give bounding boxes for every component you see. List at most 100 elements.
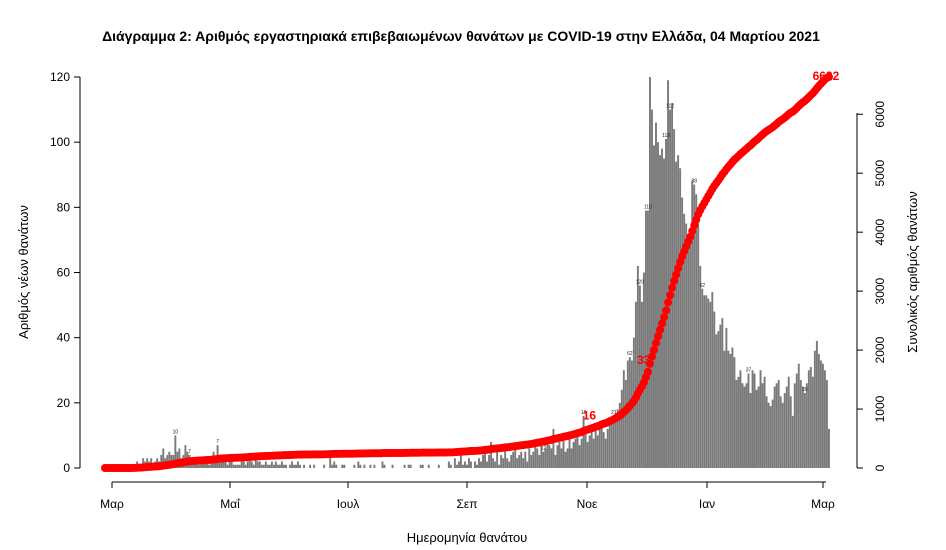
daily-bar xyxy=(208,464,211,468)
daily-bar xyxy=(309,464,312,468)
daily-bar xyxy=(566,448,569,468)
cumulative-point xyxy=(650,345,659,354)
daily-bar xyxy=(463,461,466,468)
daily-bar xyxy=(534,445,537,468)
daily-bar xyxy=(729,353,732,468)
daily-bar xyxy=(731,347,734,468)
daily-bar xyxy=(480,461,482,468)
right-tick-label: 3000 xyxy=(873,277,887,304)
daily-bar xyxy=(825,380,828,468)
daily-bar xyxy=(494,461,497,468)
daily-bar xyxy=(461,464,464,468)
daily-bar xyxy=(453,458,456,468)
daily-bar xyxy=(244,464,247,468)
daily-bar xyxy=(695,194,698,469)
daily-bar xyxy=(600,422,603,468)
daily-bar xyxy=(741,383,744,468)
daily-bar xyxy=(715,334,718,468)
daily-bar xyxy=(270,461,273,468)
daily-bar xyxy=(544,448,547,468)
daily-bar xyxy=(777,380,780,468)
cumulative-point xyxy=(652,338,661,347)
bar-value-label: 112 xyxy=(666,104,674,110)
daily-bar xyxy=(755,389,758,468)
daily-bar xyxy=(266,464,269,468)
daily-bar xyxy=(735,380,738,468)
daily-bar xyxy=(341,464,344,468)
daily-bar xyxy=(759,370,762,468)
daily-bar xyxy=(757,386,760,468)
daily-bar xyxy=(468,458,470,468)
daily-bar xyxy=(705,295,708,468)
daily-bar xyxy=(284,464,287,468)
cumulative-point xyxy=(672,270,681,279)
right-tick-label: 5000 xyxy=(873,160,887,187)
daily-bar xyxy=(514,448,517,468)
bar-value-label: 88 xyxy=(691,179,697,185)
daily-bar xyxy=(329,458,332,468)
daily-bar xyxy=(486,461,489,468)
daily-bar xyxy=(719,324,722,468)
daily-bar xyxy=(787,376,790,468)
daily-bar xyxy=(262,464,265,468)
daily-bar xyxy=(299,464,301,468)
daily-bar xyxy=(506,458,509,468)
daily-bar xyxy=(568,435,571,468)
daily-bar xyxy=(815,340,818,468)
daily-bar xyxy=(570,448,573,468)
daily-bar xyxy=(785,386,788,468)
bar-value-label: 27 xyxy=(611,410,617,416)
daily-bar xyxy=(524,451,527,468)
daily-bar xyxy=(264,461,267,468)
daily-bar xyxy=(530,454,533,468)
daily-bar xyxy=(667,80,670,468)
daily-bar xyxy=(598,428,601,468)
bar-value-label: 62 xyxy=(627,351,633,357)
cumulative-point xyxy=(666,291,675,300)
daily-bar xyxy=(538,454,541,468)
daily-bar xyxy=(492,458,495,468)
daily-bar xyxy=(709,301,712,468)
daily-bar xyxy=(673,129,676,468)
daily-bar xyxy=(827,428,830,468)
daily-bar xyxy=(488,454,491,468)
daily-bar xyxy=(303,464,306,468)
daily-bar xyxy=(711,292,714,468)
daily-bar xyxy=(297,461,299,468)
daily-bar xyxy=(793,383,796,468)
daily-bar xyxy=(697,207,700,469)
daily-bar xyxy=(291,461,293,468)
daily-bar xyxy=(232,464,235,468)
daily-bar xyxy=(274,461,277,468)
daily-bar xyxy=(614,412,617,468)
daily-bar xyxy=(230,461,233,468)
daily-bar xyxy=(592,438,595,468)
daily-bar xyxy=(276,464,279,468)
x-tick-label: Μαρ xyxy=(811,497,835,511)
daily-bar xyxy=(739,370,742,468)
bar-value-label: 10 xyxy=(173,429,179,435)
cumulative-annotations: 16 33 6632 xyxy=(583,69,840,422)
daily-bar xyxy=(636,265,639,468)
left-tick-label: 0 xyxy=(63,461,70,475)
daily-bar xyxy=(383,464,386,468)
daily-bar xyxy=(707,298,710,468)
daily-bar xyxy=(236,464,239,468)
x-tick-label: Ιαν xyxy=(699,497,715,511)
daily-bar xyxy=(214,461,217,468)
left-y-axis-label: Αριθμός νέων θανάτων xyxy=(16,205,31,339)
daily-bar xyxy=(498,464,501,468)
daily-bar xyxy=(588,435,591,468)
daily-bar xyxy=(727,350,730,468)
daily-bar xyxy=(522,458,525,468)
daily-bar xyxy=(644,210,647,468)
daily-bar xyxy=(240,461,243,468)
daily-bar xyxy=(313,464,316,468)
daily-bar xyxy=(606,428,609,468)
daily-bar xyxy=(234,464,237,468)
cumulative-point xyxy=(668,283,677,292)
daily-bar xyxy=(626,360,629,468)
daily-bar xyxy=(586,441,589,468)
bar-value-label: 7 xyxy=(216,439,219,445)
